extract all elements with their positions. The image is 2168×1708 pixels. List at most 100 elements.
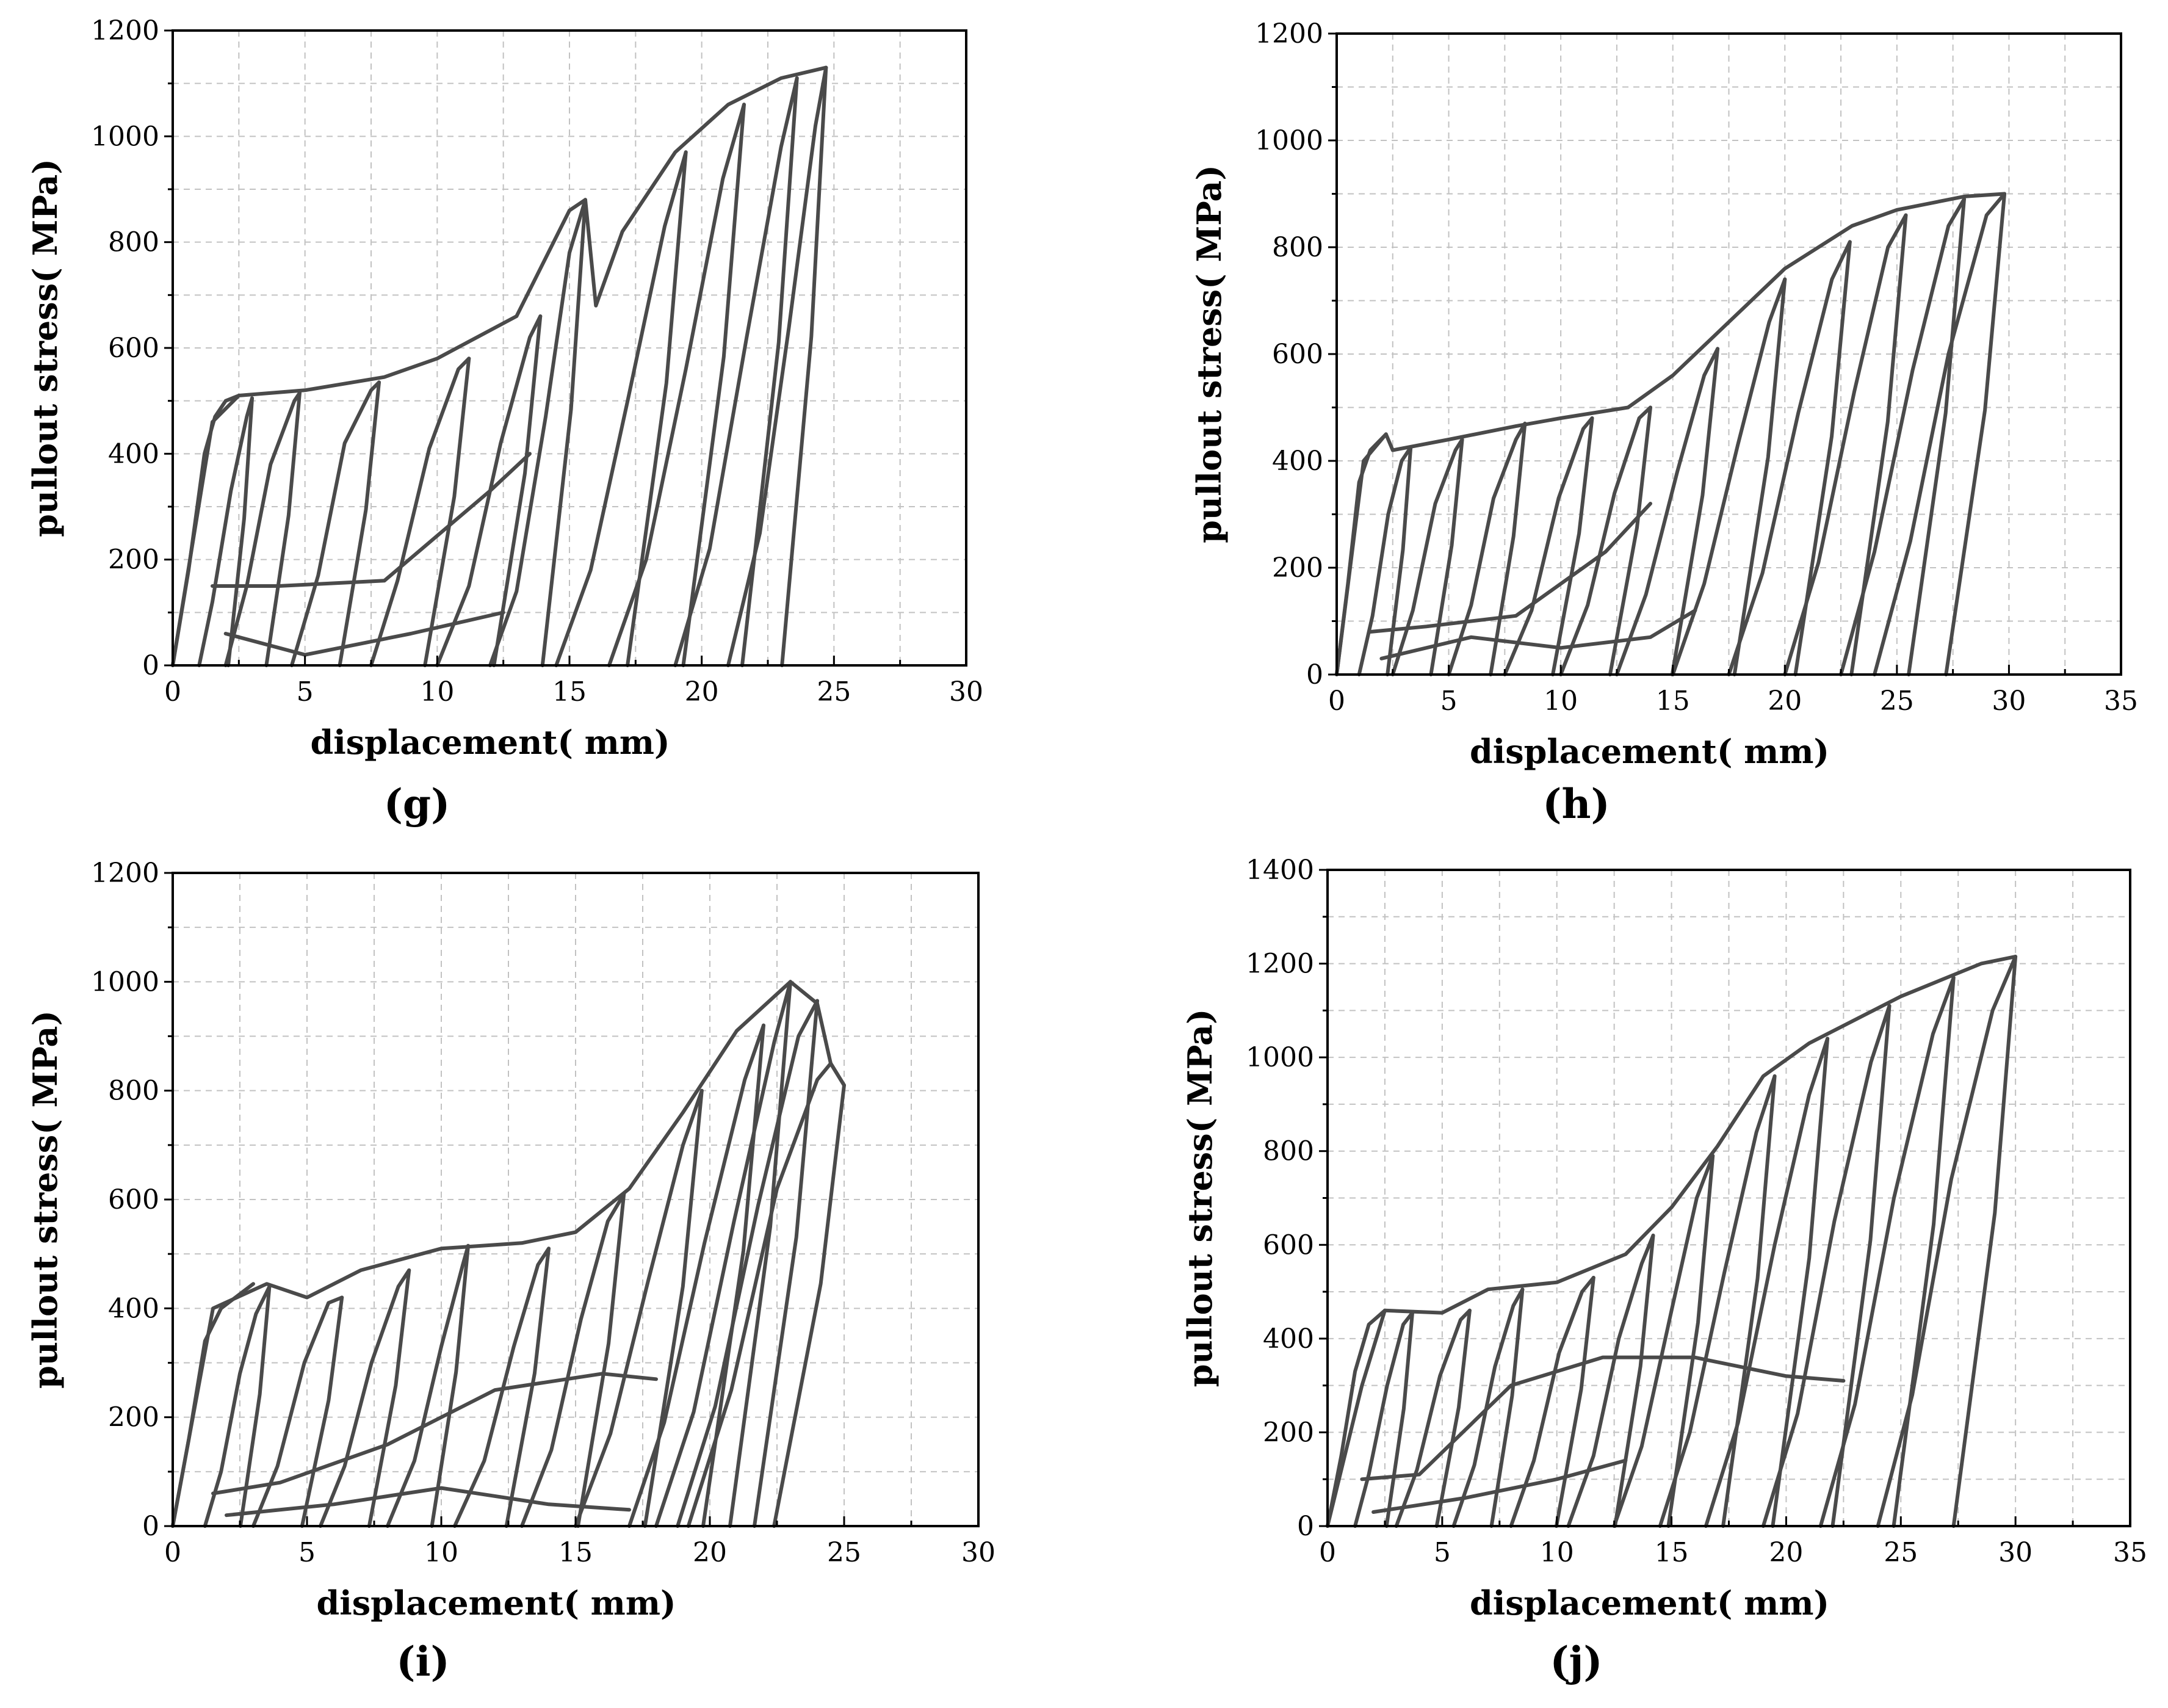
cycle-curve [1390,438,1464,676]
cycle-curve [574,1088,704,1528]
cycle-curve [726,65,828,667]
envelope-curve [171,980,846,1528]
x-tick-label: 15 [1655,1537,1689,1568]
panel-label: (g) [384,780,450,828]
tick-layer: 0 5 10 15 20 25 30 0 200 400 600 800 1000 1200 [91,858,995,1568]
cycle-curve [1394,1308,1472,1528]
tick-layer: 0 5 10 15 20 25 30 35 0 200 400 600 800 1000 1200 1400 [1246,855,2147,1568]
unloading-curve [1907,197,1966,676]
unloading-curve [226,396,254,667]
unloading-curve [681,103,746,667]
unloading-curve [1555,1276,1595,1528]
unloading-curve [1830,1004,1892,1528]
unloading-curve [1892,975,1956,1528]
cycle-curve [369,356,471,667]
x-tick-label: 0 [164,676,181,707]
y-tick-label: 600 [108,1184,159,1215]
curve-layer [1335,192,2007,676]
x-tick-label: 25 [817,676,851,707]
y-tick-label: 400 [108,1293,159,1324]
cycle-curve [1761,1004,1892,1528]
chart-panel-g: 0 5 10 15 20 25 30 0 200 400 600 800 1000 1200 displa… [26,15,983,828]
envelope-curve [171,65,828,667]
cycle-curve [197,396,254,667]
residual-plateau-curve [211,1372,658,1496]
x-tick-label: 35 [2113,1537,2147,1568]
cycle-curve [1873,192,2007,676]
unloading-curve [728,980,792,1528]
x-tick-label: 15 [558,1537,593,1568]
y-tick-label: 400 [1272,446,1323,477]
cycle-curve [203,1284,272,1528]
unloading-curve [1732,277,1787,676]
chart-panel-h: 0 5 10 15 20 25 30 35 0 200 400 600 800 1000 1200 disp… [1190,18,2138,828]
unloading-curve [1551,416,1594,676]
unloading-curve [780,65,828,667]
unloading-curve [1429,438,1464,676]
x-tick-label: 0 [1328,686,1345,717]
x-tick-label: 5 [297,676,314,707]
y-tick-label: 1000 [1255,125,1323,156]
y-tick-label: 1000 [91,966,159,997]
y-tick-label: 800 [1272,232,1323,263]
cycle-curve [1704,1037,1830,1528]
cycle-curve [1876,955,2018,1528]
unloading-curve [753,999,819,1528]
cycle-curve [1559,405,1652,676]
unloading-curve [1951,955,2018,1528]
y-tick-label: 0 [142,1511,159,1542]
x-tick-label: 15 [552,676,587,707]
x-tick-label: 30 [949,676,983,707]
cycle-curve [1783,213,1908,676]
cycle-curve [1353,1311,1414,1528]
cycle-curve [1614,347,1720,676]
unloading-curve [264,391,302,667]
x-tick-label: 20 [1769,1537,1803,1568]
y-tick-label: 200 [1263,1417,1314,1448]
unloading-curve [338,380,381,667]
chart-panel-i: 0 5 10 15 20 25 30 0 200 400 600 800 1000 1200 displa… [26,858,995,1685]
y-tick-label: 1000 [91,121,159,152]
x-tick-label: 25 [1880,686,1914,717]
cycle-curve [1503,416,1594,676]
y-tick-label: 1000 [1246,1042,1314,1073]
panel-label: (i) [396,1638,450,1685]
cycle-curve [1612,1154,1715,1528]
y-tick-label: 600 [108,333,159,364]
x-tick-label: 20 [693,1537,727,1568]
envelope-curve [1326,955,2018,1528]
y-tick-label: 400 [108,438,159,469]
x-tick-label: 0 [1319,1537,1336,1568]
unloading-curve [1670,347,1720,676]
unloading-curve [576,1192,626,1528]
unloading-curve [238,1284,272,1528]
unloading-curve [1384,1311,1414,1528]
envelope-curve [1335,192,2007,676]
x-axis-title: displacement( mm) [310,723,670,762]
cycle-curve [1671,277,1787,676]
x-tick-label: 30 [1998,1537,2032,1568]
unloading-curve [1721,1074,1777,1528]
x-tick-label: 25 [827,1537,861,1568]
unloading-curve [772,1083,846,1528]
x-axis-title: displacement( mm) [316,1583,676,1623]
cycle-curve [1357,446,1413,676]
x-tick-label: 5 [1434,1537,1451,1568]
tick-layer: 0 5 10 15 20 25 30 0 200 400 600 800 1000 1200 [91,15,983,707]
cycle-curve [1447,421,1527,676]
unloading-curve [1608,405,1652,676]
unloading-curve [1386,446,1413,676]
y-axis-title: pullout stress( MPa) [26,1010,65,1389]
y-tick-label: 600 [1263,1229,1314,1261]
initial-loading-curve [1326,1308,1387,1528]
unloading-curve [1434,1308,1472,1528]
cycle-curve [1818,975,1956,1528]
cycle-curve [1658,1074,1777,1528]
x-tick-label: 5 [298,1537,316,1568]
y-tick-label: 200 [108,1402,159,1433]
x-tick-label: 10 [420,676,454,707]
x-tick-label: 5 [1440,686,1458,717]
cycle-curve [520,1192,626,1528]
y-tick-label: 1200 [1246,949,1314,980]
unloading-curve [430,1243,470,1528]
